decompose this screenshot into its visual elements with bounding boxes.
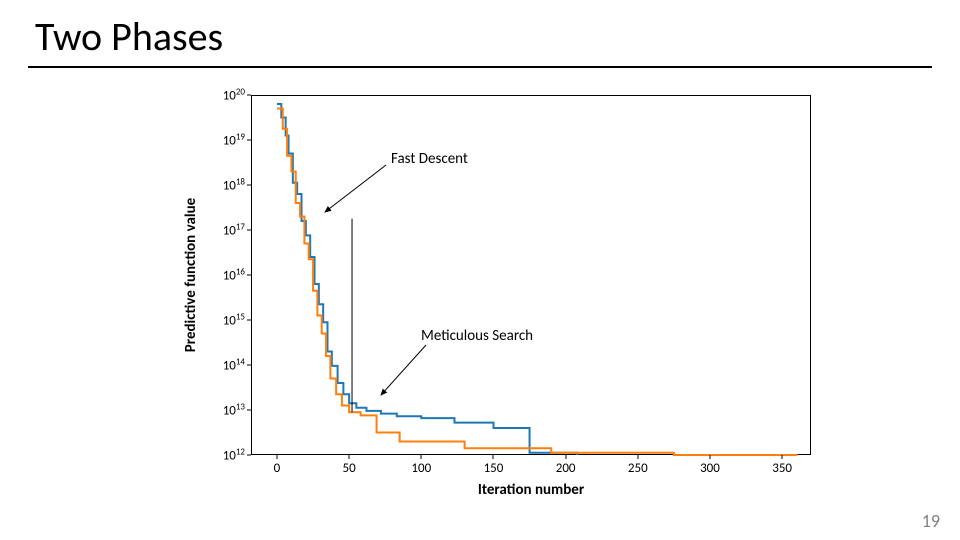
y-tick-mark xyxy=(247,185,251,186)
y-tick-label: 1019 xyxy=(175,131,251,148)
y-tick-label: 1014 xyxy=(175,356,251,373)
y-tick-label: 1020 xyxy=(175,86,251,103)
x-tick-mark xyxy=(421,455,422,459)
slide-title: Two Phases xyxy=(35,12,223,61)
y-tick-label: 1015 xyxy=(175,311,251,328)
annotation-arrow-fast-descent xyxy=(325,165,386,212)
plot-area: Predictive function value Iteration numb… xyxy=(251,95,811,455)
annotation-arrow-meticulous-search xyxy=(381,345,426,395)
x-tick-mark xyxy=(637,455,638,459)
y-tick-label: 1017 xyxy=(175,221,251,238)
x-tick-mark xyxy=(493,455,494,459)
y-tick-label: 1016 xyxy=(175,266,251,283)
x-axis-label: Iteration number xyxy=(478,481,584,499)
y-tick-label: 1018 xyxy=(175,176,251,193)
y-tick-mark xyxy=(247,275,251,276)
y-tick-mark xyxy=(247,365,251,366)
y-tick-label: 1012 xyxy=(175,446,251,463)
x-tick-mark xyxy=(709,455,710,459)
y-tick-mark xyxy=(247,455,251,456)
y-tick-mark xyxy=(247,140,251,141)
chart-container: Predictive function value Iteration numb… xyxy=(175,85,835,505)
annotation-fast-descent: Fast Descent xyxy=(391,150,468,168)
x-tick-mark xyxy=(276,455,277,459)
y-tick-mark xyxy=(247,95,251,96)
y-tick-mark xyxy=(247,410,251,411)
x-tick-mark xyxy=(565,455,566,459)
page-number: 19 xyxy=(922,510,940,532)
title-underline xyxy=(28,66,932,68)
y-tick-mark xyxy=(247,320,251,321)
x-tick-mark xyxy=(782,455,783,459)
chart-lines-svg xyxy=(251,95,811,455)
annotation-meticulous-search: Meticulous Search xyxy=(421,327,533,345)
x-tick-mark xyxy=(349,455,350,459)
y-tick-mark xyxy=(247,230,251,231)
y-tick-label: 1013 xyxy=(175,401,251,418)
